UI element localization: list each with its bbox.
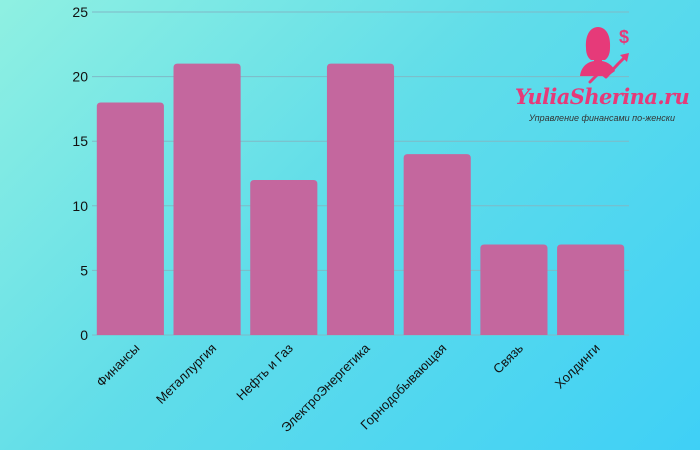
- site-logo[interactable]: $ YuliaSherina.ru Управление финансами п…: [506, 24, 696, 132]
- bar: [480, 244, 548, 335]
- bar: [96, 102, 164, 335]
- bar: [326, 63, 395, 336]
- bar: [173, 63, 241, 336]
- woman-dollar-logo-icon: $: [580, 27, 629, 84]
- bar: [557, 244, 625, 335]
- y-axis-ticks: 0 5 10 15 20 25: [72, 4, 88, 343]
- x-tick-label: Связь: [490, 340, 526, 376]
- logo-site-name: YuliaSherina.ru: [514, 84, 690, 109]
- y-tick-label: 10: [72, 198, 88, 214]
- x-tick-label: Холдинги: [552, 341, 603, 392]
- y-tick-label: 25: [72, 4, 88, 20]
- x-axis-ticks: Финансы Металлургия Нефть и ГазЭлектроЭнер…: [93, 340, 602, 435]
- logo-tagline: Управление финансами по-женски: [528, 113, 676, 123]
- y-tick-label: 15: [72, 133, 88, 149]
- bar: [403, 154, 471, 335]
- x-tick-label: Нефть и Газ: [233, 340, 296, 403]
- y-tick-label: 5: [80, 262, 88, 278]
- svg-text:$: $: [619, 27, 629, 47]
- y-tick-label: 0: [80, 327, 88, 343]
- bars: [96, 63, 625, 336]
- bar: [250, 179, 318, 335]
- x-tick-label: Финансы: [93, 341, 142, 390]
- y-tick-label: 20: [72, 69, 88, 85]
- x-tick-label: Горнодобывающая: [357, 341, 449, 433]
- x-tick-label: Металлургия: [153, 341, 219, 407]
